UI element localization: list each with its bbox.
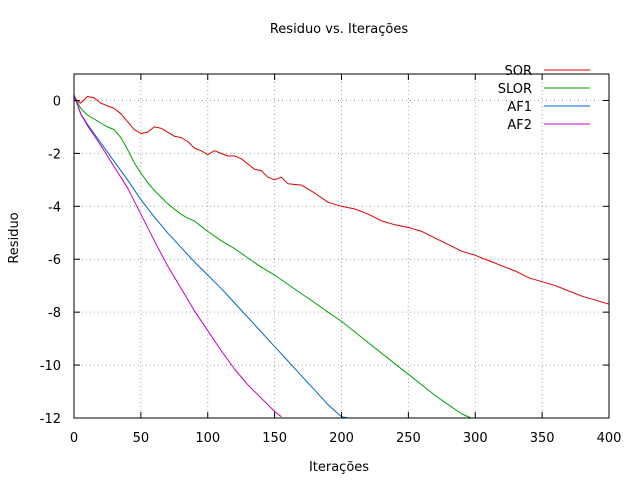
- y-tick-label: -8: [48, 306, 61, 321]
- x-tick-label: 100: [195, 431, 220, 446]
- x-tick-label: 250: [396, 431, 421, 446]
- legend-label-af1: AF1: [507, 100, 532, 115]
- legend-label-af2: AF2: [507, 118, 532, 133]
- legend-label-sor: SOR: [504, 64, 532, 79]
- y-tick-label: -10: [40, 359, 61, 374]
- x-axis-label: Iterações: [309, 460, 369, 475]
- x-tick-label: 50: [133, 431, 150, 446]
- y-axis-label: Residuo: [7, 212, 22, 263]
- series-lines: [73, 94, 610, 419]
- x-tick-label: 300: [463, 431, 488, 446]
- x-tick-label: 400: [597, 431, 622, 446]
- y-tick-label: -2: [48, 147, 61, 162]
- x-tick-label: 0: [70, 431, 78, 446]
- x-tick-label: 350: [530, 431, 555, 446]
- chart-title: Residuo vs. Iterações: [270, 22, 408, 37]
- x-tick-label: 150: [262, 431, 287, 446]
- y-tick-label: 0: [53, 94, 61, 109]
- series-line-sor: [73, 96, 610, 305]
- series-line-af2: [73, 95, 282, 418]
- legend: SOR SLOR AF1 AF2: [498, 64, 590, 133]
- legend-label-slor: SLOR: [498, 82, 532, 97]
- y-tick-label: -6: [48, 253, 61, 268]
- axis-ticks: 0 50 100 150 200 250 300 350 400 0 -2 -4 -6 -8 -10 -12: [40, 74, 622, 446]
- series-line-slor: [73, 94, 472, 419]
- series-line-af1: [73, 95, 349, 419]
- y-tick-label: -12: [40, 412, 61, 427]
- x-tick-label: 200: [329, 431, 354, 446]
- grid: [74, 74, 609, 418]
- y-tick-label: -4: [48, 200, 61, 215]
